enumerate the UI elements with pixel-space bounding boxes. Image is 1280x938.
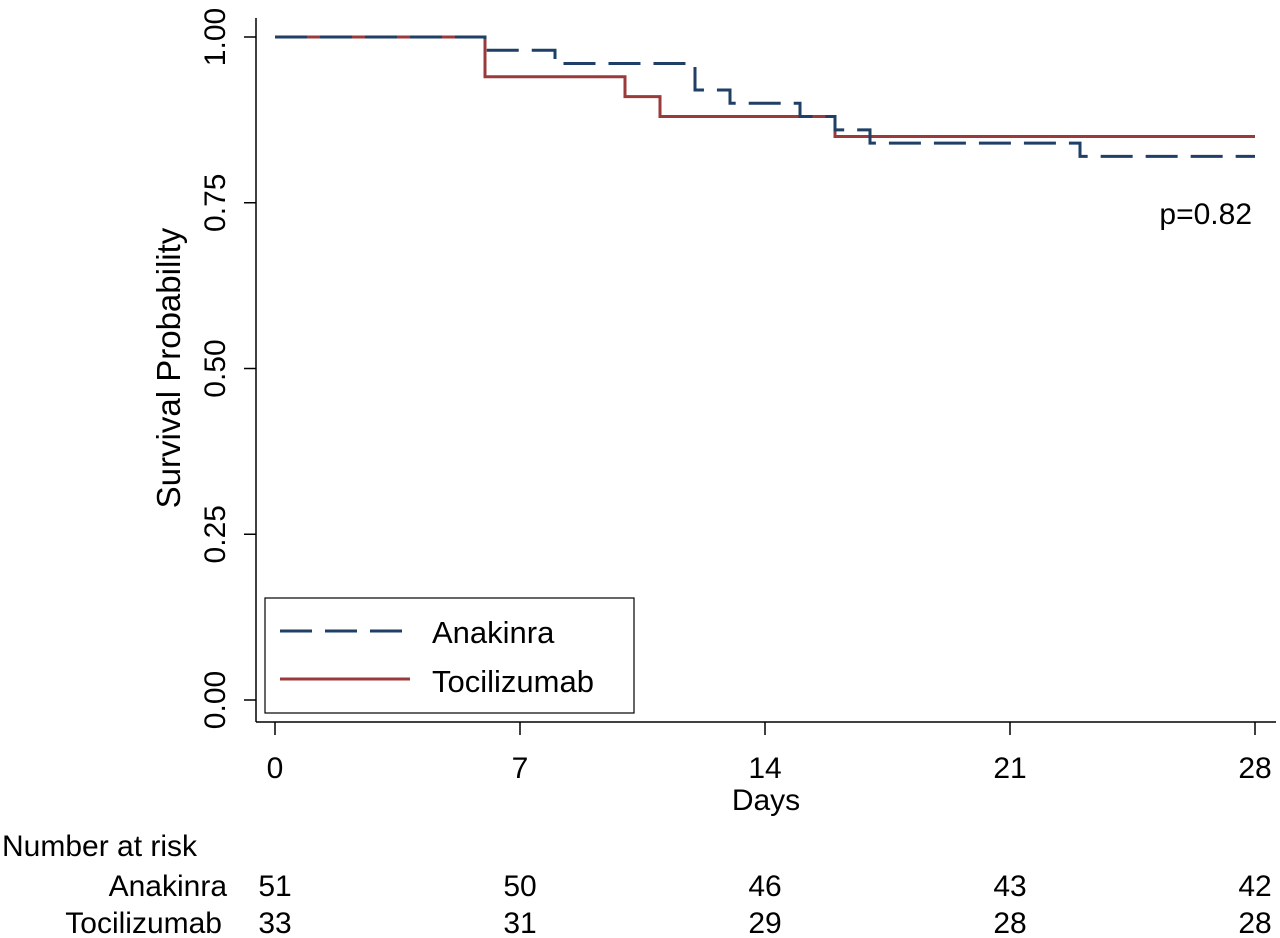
series-line-tocilizumab xyxy=(275,35,1255,138)
x-tick-label: 28 xyxy=(1238,752,1271,785)
x-tick-label: 0 xyxy=(267,752,284,785)
y-tick-label: 0.75 xyxy=(199,174,232,232)
risk-count-anakinra: 51 xyxy=(258,870,291,903)
y-tick-label: 0.25 xyxy=(199,505,232,563)
legend-label-anakinra: Anakinra xyxy=(432,615,555,650)
risk-table-title: Number at risk xyxy=(2,830,198,863)
y-tick-label: 0.00 xyxy=(199,671,232,729)
risk-count-anakinra: 42 xyxy=(1238,870,1271,903)
legend-label-tocilizumab: Tocilizumab xyxy=(432,664,594,699)
x-tick-label: 14 xyxy=(748,752,781,785)
p-value-annotation: p=0.82 xyxy=(1159,198,1252,231)
series-line-anakinra xyxy=(275,35,1255,158)
y-axis-title: Survival Probability xyxy=(150,227,187,508)
risk-count-anakinra: 50 xyxy=(503,870,536,903)
series-layer xyxy=(275,35,1255,158)
risk-count-tocilizumab: 33 xyxy=(258,907,291,938)
y-tick-label: 1.00 xyxy=(199,8,232,66)
x-tick-label: 21 xyxy=(993,752,1026,785)
risk-count-tocilizumab: 29 xyxy=(748,907,781,938)
risk-count-tocilizumab: 28 xyxy=(993,907,1026,938)
x-axis-title: Days xyxy=(732,784,800,817)
legend: Anakinra Tocilizumab xyxy=(264,597,635,714)
risk-count-tocilizumab: 31 xyxy=(503,907,536,938)
risk-counts: 51 50 46 43 42 33 31 29 28 28 xyxy=(258,870,1271,938)
risk-count-anakinra: 46 xyxy=(748,870,781,903)
x-tick-label: 7 xyxy=(512,752,529,785)
risk-count-tocilizumab: 28 xyxy=(1238,907,1271,938)
risk-count-anakinra: 43 xyxy=(993,870,1026,903)
y-ticks: 0.00 0.25 0.50 0.75 1.00 xyxy=(199,8,256,729)
risk-row-label-anakinra: Anakinra xyxy=(109,870,228,903)
risk-row-label-tocilizumab: Tocilizumab xyxy=(65,907,222,938)
x-ticks: 0 7 14 21 28 xyxy=(267,722,1272,785)
y-tick-label: 0.50 xyxy=(199,339,232,397)
legend-box xyxy=(264,597,635,714)
